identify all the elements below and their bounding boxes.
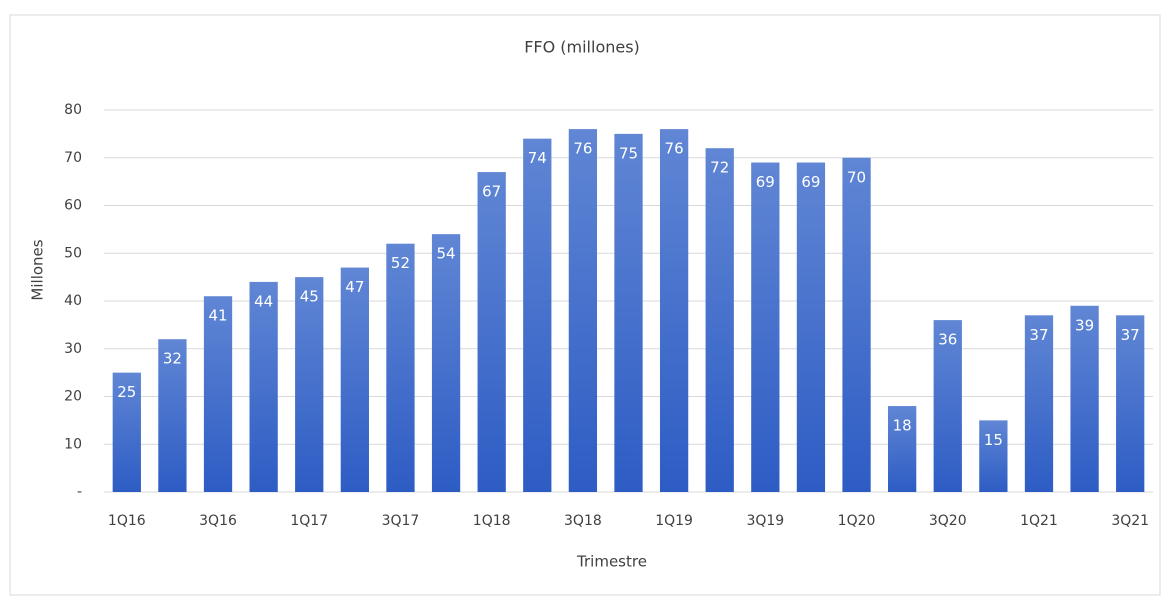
data-label: 47 [345,278,364,296]
x-tick-label: 3Q16 [199,513,237,529]
bar [614,133,643,492]
data-label: 75 [619,144,638,162]
x-tick-label: 3Q21 [1111,513,1149,529]
data-label: 37 [1121,326,1140,344]
bar [751,162,780,492]
y-tick-label: 50 [64,245,82,261]
y-tick-label: 40 [64,293,82,309]
x-axis-label: Trimestre [576,553,647,571]
bar [112,372,141,492]
bar [295,277,324,492]
data-label: 32 [163,350,182,368]
x-tick-label: 3Q17 [382,513,420,529]
y-tick-label: 70 [64,150,82,166]
data-label: 37 [1029,326,1048,344]
data-label: 54 [437,245,456,263]
bar [979,420,1008,492]
data-label: 18 [893,417,912,435]
data-label: 52 [391,254,410,272]
bar [158,339,187,492]
x-tick-label: 1Q16 [108,513,146,529]
chart-title: FFO (millones) [524,38,640,57]
bar [386,243,415,492]
x-tick-label: 3Q20 [929,513,967,529]
bar [1024,315,1054,492]
bar [340,267,369,492]
bar [933,320,962,492]
x-tick-label: 3Q19 [746,513,784,529]
bar [477,172,506,492]
bar [796,162,826,492]
y-tick-label: 80 [64,102,82,118]
y-axis-label: Millones [29,239,47,300]
data-label: 69 [756,173,775,191]
data-label: 70 [847,168,866,186]
data-label: 39 [1075,316,1094,334]
bar [249,281,278,492]
data-label: 74 [528,149,547,167]
x-tick-label: 1Q19 [655,513,693,529]
bar [1116,315,1145,492]
y-tick-label: 20 [64,389,82,405]
data-label: 69 [801,173,820,191]
bar [1070,305,1099,492]
data-label: 41 [208,307,227,325]
x-tick-label: 1Q18 [473,513,511,529]
data-label: 15 [984,431,1003,449]
bar [431,234,461,492]
bar [888,406,917,492]
data-label: 76 [665,140,684,158]
bar [705,148,734,492]
y-tick-label: 10 [64,436,82,452]
bar [523,138,552,492]
bar [203,296,233,492]
y-tick-label: - [77,484,82,500]
data-label: 36 [938,331,957,349]
data-label: 45 [300,288,319,306]
x-tick-label: 1Q20 [838,513,876,529]
bar [568,129,598,492]
data-label: 25 [117,383,136,401]
x-tick-label: 1Q21 [1020,513,1058,529]
data-label: 44 [254,292,273,310]
bar [659,129,689,492]
y-tick-label: 30 [64,341,82,357]
x-tick-label: 1Q17 [290,513,328,529]
x-tick-label: 3Q18 [564,513,602,529]
y-tick-label: 60 [64,198,82,214]
bar [842,157,871,492]
data-label: 67 [482,183,501,201]
data-label: 76 [573,140,592,158]
data-label: 72 [710,159,729,177]
